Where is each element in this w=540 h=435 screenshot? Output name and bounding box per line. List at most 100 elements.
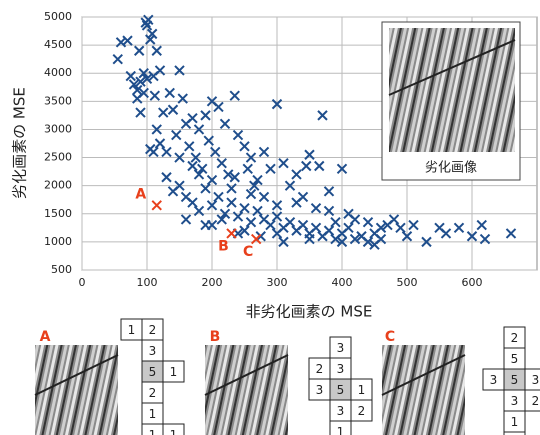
point-cross (180, 214, 192, 225)
sample-image (382, 345, 465, 435)
point-cross (148, 146, 159, 158)
panel-label: B (210, 329, 221, 345)
scatter-point (219, 118, 231, 130)
point-cross (223, 169, 234, 180)
point-cross (239, 225, 250, 236)
scatter-point (336, 163, 348, 175)
scatter-point (203, 135, 214, 146)
point-cross (219, 118, 231, 130)
scatter-point (128, 79, 140, 90)
scatter-point (200, 110, 211, 121)
scatter-point (143, 14, 154, 26)
neighbor-cell (329, 420, 352, 435)
point-cross (476, 219, 487, 231)
x-tick-label: 600 (462, 276, 483, 289)
point-cross (271, 200, 283, 211)
point-cross (479, 233, 491, 245)
point-cross (362, 236, 374, 248)
point-cross (177, 93, 188, 104)
point-cross (271, 98, 283, 110)
neighbor-count: 3 (316, 383, 324, 397)
point-cross (369, 239, 380, 250)
point-cross (505, 228, 517, 239)
point-cross (184, 141, 195, 152)
point-cross (226, 228, 237, 239)
scatter-point (125, 70, 136, 82)
scatter-point (161, 146, 172, 158)
neighbor-count: 2 (532, 394, 540, 408)
grid-layer: 0 100 200 300 400 500 600 500 1000 1500 2000 2500 30… (44, 10, 537, 289)
point-cross (301, 160, 312, 172)
y-axis-title: 劣化画素の MSE (11, 87, 29, 199)
scatter-point (408, 219, 419, 231)
scatter-point (190, 152, 201, 163)
point-cross (154, 65, 166, 76)
point-cross (284, 180, 296, 191)
neighbor-count: 2 (149, 386, 157, 400)
point-cross (151, 200, 162, 211)
point-cross (193, 169, 205, 180)
scatter-point (245, 188, 257, 200)
point-cross (232, 211, 244, 222)
scatter-point (226, 183, 237, 194)
scatter-point (249, 180, 260, 191)
scatter-point (146, 28, 158, 40)
point-cross (258, 191, 270, 203)
scatter-point (245, 152, 257, 163)
scatter-point (149, 90, 161, 101)
scatter-point (349, 233, 361, 245)
neighbor-cell (503, 431, 526, 435)
scatter-point (174, 65, 185, 76)
neighbor-count: 2 (316, 362, 324, 376)
scatter-point (177, 93, 188, 104)
point-cross (193, 205, 205, 217)
point-cross (161, 172, 172, 183)
point-cross (291, 169, 302, 180)
point-cross (249, 180, 260, 191)
scatter-point (278, 236, 289, 248)
neighbor-count: 3 (149, 344, 157, 358)
y-tick-label: 4500 (44, 38, 72, 51)
point-cross (245, 152, 257, 163)
point-cross (284, 217, 296, 228)
neighbor-count: 2 (511, 331, 519, 345)
scatter-point (213, 191, 224, 203)
point-label: C (243, 244, 253, 260)
neighbor-count: 5 (149, 365, 157, 379)
scatter-point (323, 205, 335, 217)
scatter-point (369, 239, 380, 250)
point-cross (310, 202, 322, 214)
scatter-point (258, 146, 270, 158)
scatter-point (184, 141, 195, 152)
mark-layer: A B C (112, 14, 517, 260)
inset-image (389, 28, 515, 152)
point-cross (210, 146, 221, 158)
point-cross (310, 222, 322, 234)
scatter-point (388, 214, 400, 225)
y-tick-label: 2500 (44, 151, 72, 164)
neighbor-count: 5 (337, 383, 345, 397)
point-cross (252, 205, 263, 217)
scatter-point (271, 98, 283, 110)
point-cross (187, 112, 198, 124)
x-tick-label: 400 (332, 276, 353, 289)
y-tick-label: 500 (51, 263, 72, 276)
point-cross (167, 104, 179, 115)
scatter-point (187, 197, 198, 208)
point-cross (138, 87, 149, 99)
scatter-point (164, 87, 175, 99)
point-cross (200, 183, 211, 194)
point-cross (440, 228, 452, 239)
scatter-point (193, 205, 205, 217)
point-cross (336, 163, 348, 175)
point-cross (349, 233, 361, 245)
scatter-point (284, 217, 296, 228)
point-cross (145, 34, 156, 45)
y-tick-label: 1500 (44, 207, 72, 220)
x-tick-label: 100 (137, 276, 158, 289)
point-cross (135, 107, 146, 118)
scatter-point (265, 219, 276, 231)
scatter-point (135, 107, 146, 118)
